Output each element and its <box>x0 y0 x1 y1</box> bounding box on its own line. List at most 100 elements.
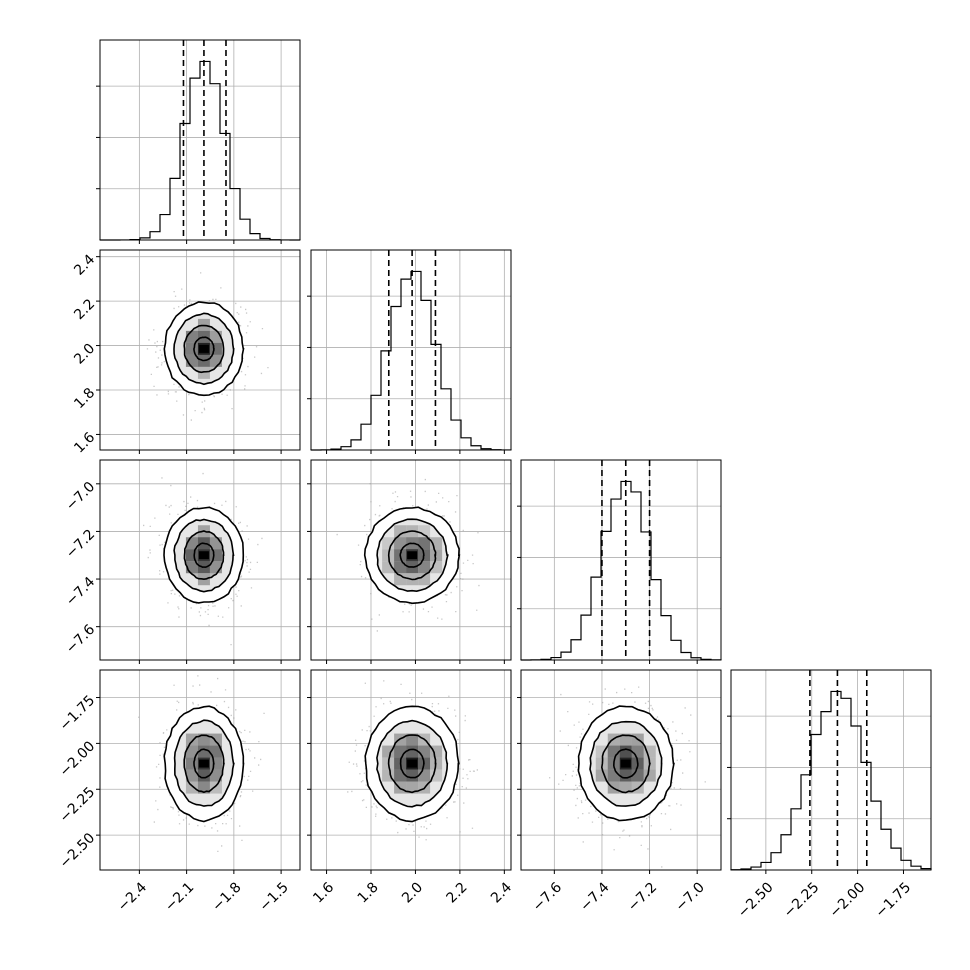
density-cell <box>185 342 198 355</box>
contour-line <box>163 301 245 397</box>
density-cell <box>209 342 222 355</box>
density-cell <box>418 525 431 538</box>
panel-frame <box>520 459 722 661</box>
contour-line <box>387 734 437 794</box>
contour-line <box>376 518 449 593</box>
scatter-panel-4-2 <box>310 669 512 871</box>
density-cell <box>607 745 620 758</box>
panel-frame <box>99 39 301 241</box>
density-cell <box>209 781 222 794</box>
scatter-panel-4-1 <box>99 669 301 871</box>
contour-line <box>577 705 675 822</box>
panel-frame <box>99 669 301 871</box>
density-peak <box>198 344 209 353</box>
contour-line <box>193 336 215 362</box>
scatter-panel-4-3 <box>520 669 722 871</box>
contour-line <box>193 542 215 569</box>
x-tick-label: −2.4 <box>115 879 150 914</box>
panel-frame <box>310 669 512 871</box>
density-cell <box>185 781 198 794</box>
y-tick-label: −2.25 <box>57 784 99 826</box>
contour-line <box>183 734 225 794</box>
x-tick-label: −7.2 <box>625 879 660 914</box>
x-tick-label: −2.1 <box>162 879 197 914</box>
density-cell <box>418 745 431 758</box>
density-peak <box>620 759 631 768</box>
density-peak <box>407 759 418 768</box>
x-tick-label: −2.50 <box>735 879 777 921</box>
density-cell <box>619 769 632 782</box>
density-cell <box>430 769 443 782</box>
panel-frame <box>520 669 722 871</box>
contour-line <box>589 720 663 807</box>
x-tick-label: −1.8 <box>209 879 244 914</box>
x-tick-label: −7.4 <box>577 879 612 914</box>
histogram-panel-2 <box>307 249 512 451</box>
density-peak <box>407 551 418 560</box>
contour-line <box>163 506 245 604</box>
scatter-panel-2-1 <box>99 249 301 451</box>
y-tick-label: −7.4 <box>63 574 98 609</box>
contour-line <box>173 518 235 593</box>
y-tick-label: −2.00 <box>57 738 99 780</box>
y-tick-label: −1.75 <box>57 693 99 735</box>
panel-frame <box>310 249 512 451</box>
histogram-panel-4 <box>727 669 932 871</box>
x-tick-label: −1.75 <box>873 879 915 921</box>
density-cell <box>643 745 656 758</box>
histogram-panel-1 <box>96 39 301 241</box>
density-peak <box>198 759 209 768</box>
density-cell <box>185 549 198 562</box>
x-tick-label: 2.4 <box>488 879 515 906</box>
density-cell <box>394 769 407 782</box>
scatter-panel-3-2 <box>310 459 512 661</box>
density-cell <box>595 745 608 758</box>
density-cell <box>631 745 644 758</box>
contour-line <box>193 748 215 779</box>
scatter-panel-3-1 <box>99 459 301 661</box>
contour-line <box>183 324 225 374</box>
density-cell <box>209 769 222 782</box>
contour-line <box>363 506 461 605</box>
contour-line <box>376 719 449 808</box>
density-cell <box>382 745 395 758</box>
x-tick-label: 2.0 <box>399 879 426 906</box>
density-cell <box>185 745 198 758</box>
y-tick-label: 2.4 <box>71 252 98 279</box>
x-tick-label: −2.00 <box>827 879 869 921</box>
density-cell <box>209 733 222 746</box>
density-cell <box>619 733 632 746</box>
histogram-step-line <box>310 270 512 451</box>
panel-frame <box>99 249 301 451</box>
y-tick-label: 2.2 <box>71 296 98 323</box>
y-tick-label: −7.6 <box>63 622 98 657</box>
density-cell <box>607 769 620 782</box>
density-cell <box>209 757 222 770</box>
x-tick-label: −1.5 <box>256 879 291 914</box>
y-tick-label: −7.0 <box>63 479 98 514</box>
density-cell <box>209 549 222 562</box>
density-peak <box>198 551 209 560</box>
x-tick-label: 1.8 <box>355 879 382 906</box>
x-tick-label: 1.6 <box>310 879 337 906</box>
y-tick-label: −7.2 <box>63 526 98 561</box>
contour-line <box>173 719 235 807</box>
x-tick-label: 2.2 <box>444 879 471 906</box>
y-tick-label: 1.8 <box>71 385 98 412</box>
density-cell <box>418 573 431 586</box>
density-cell <box>197 366 210 379</box>
density-cell <box>418 561 431 574</box>
density-cell <box>619 745 632 758</box>
histogram-step-line <box>99 60 301 241</box>
density-cell <box>595 769 608 782</box>
contour-line <box>399 748 425 779</box>
x-tick-label: −7.0 <box>673 879 708 914</box>
histogram-step-line <box>730 690 932 871</box>
density-cell <box>406 733 419 746</box>
density-cell <box>197 769 210 782</box>
density-cell <box>209 745 222 758</box>
x-tick-label: −7.6 <box>530 879 565 914</box>
density-cell <box>643 769 656 782</box>
density-cell <box>430 745 443 758</box>
